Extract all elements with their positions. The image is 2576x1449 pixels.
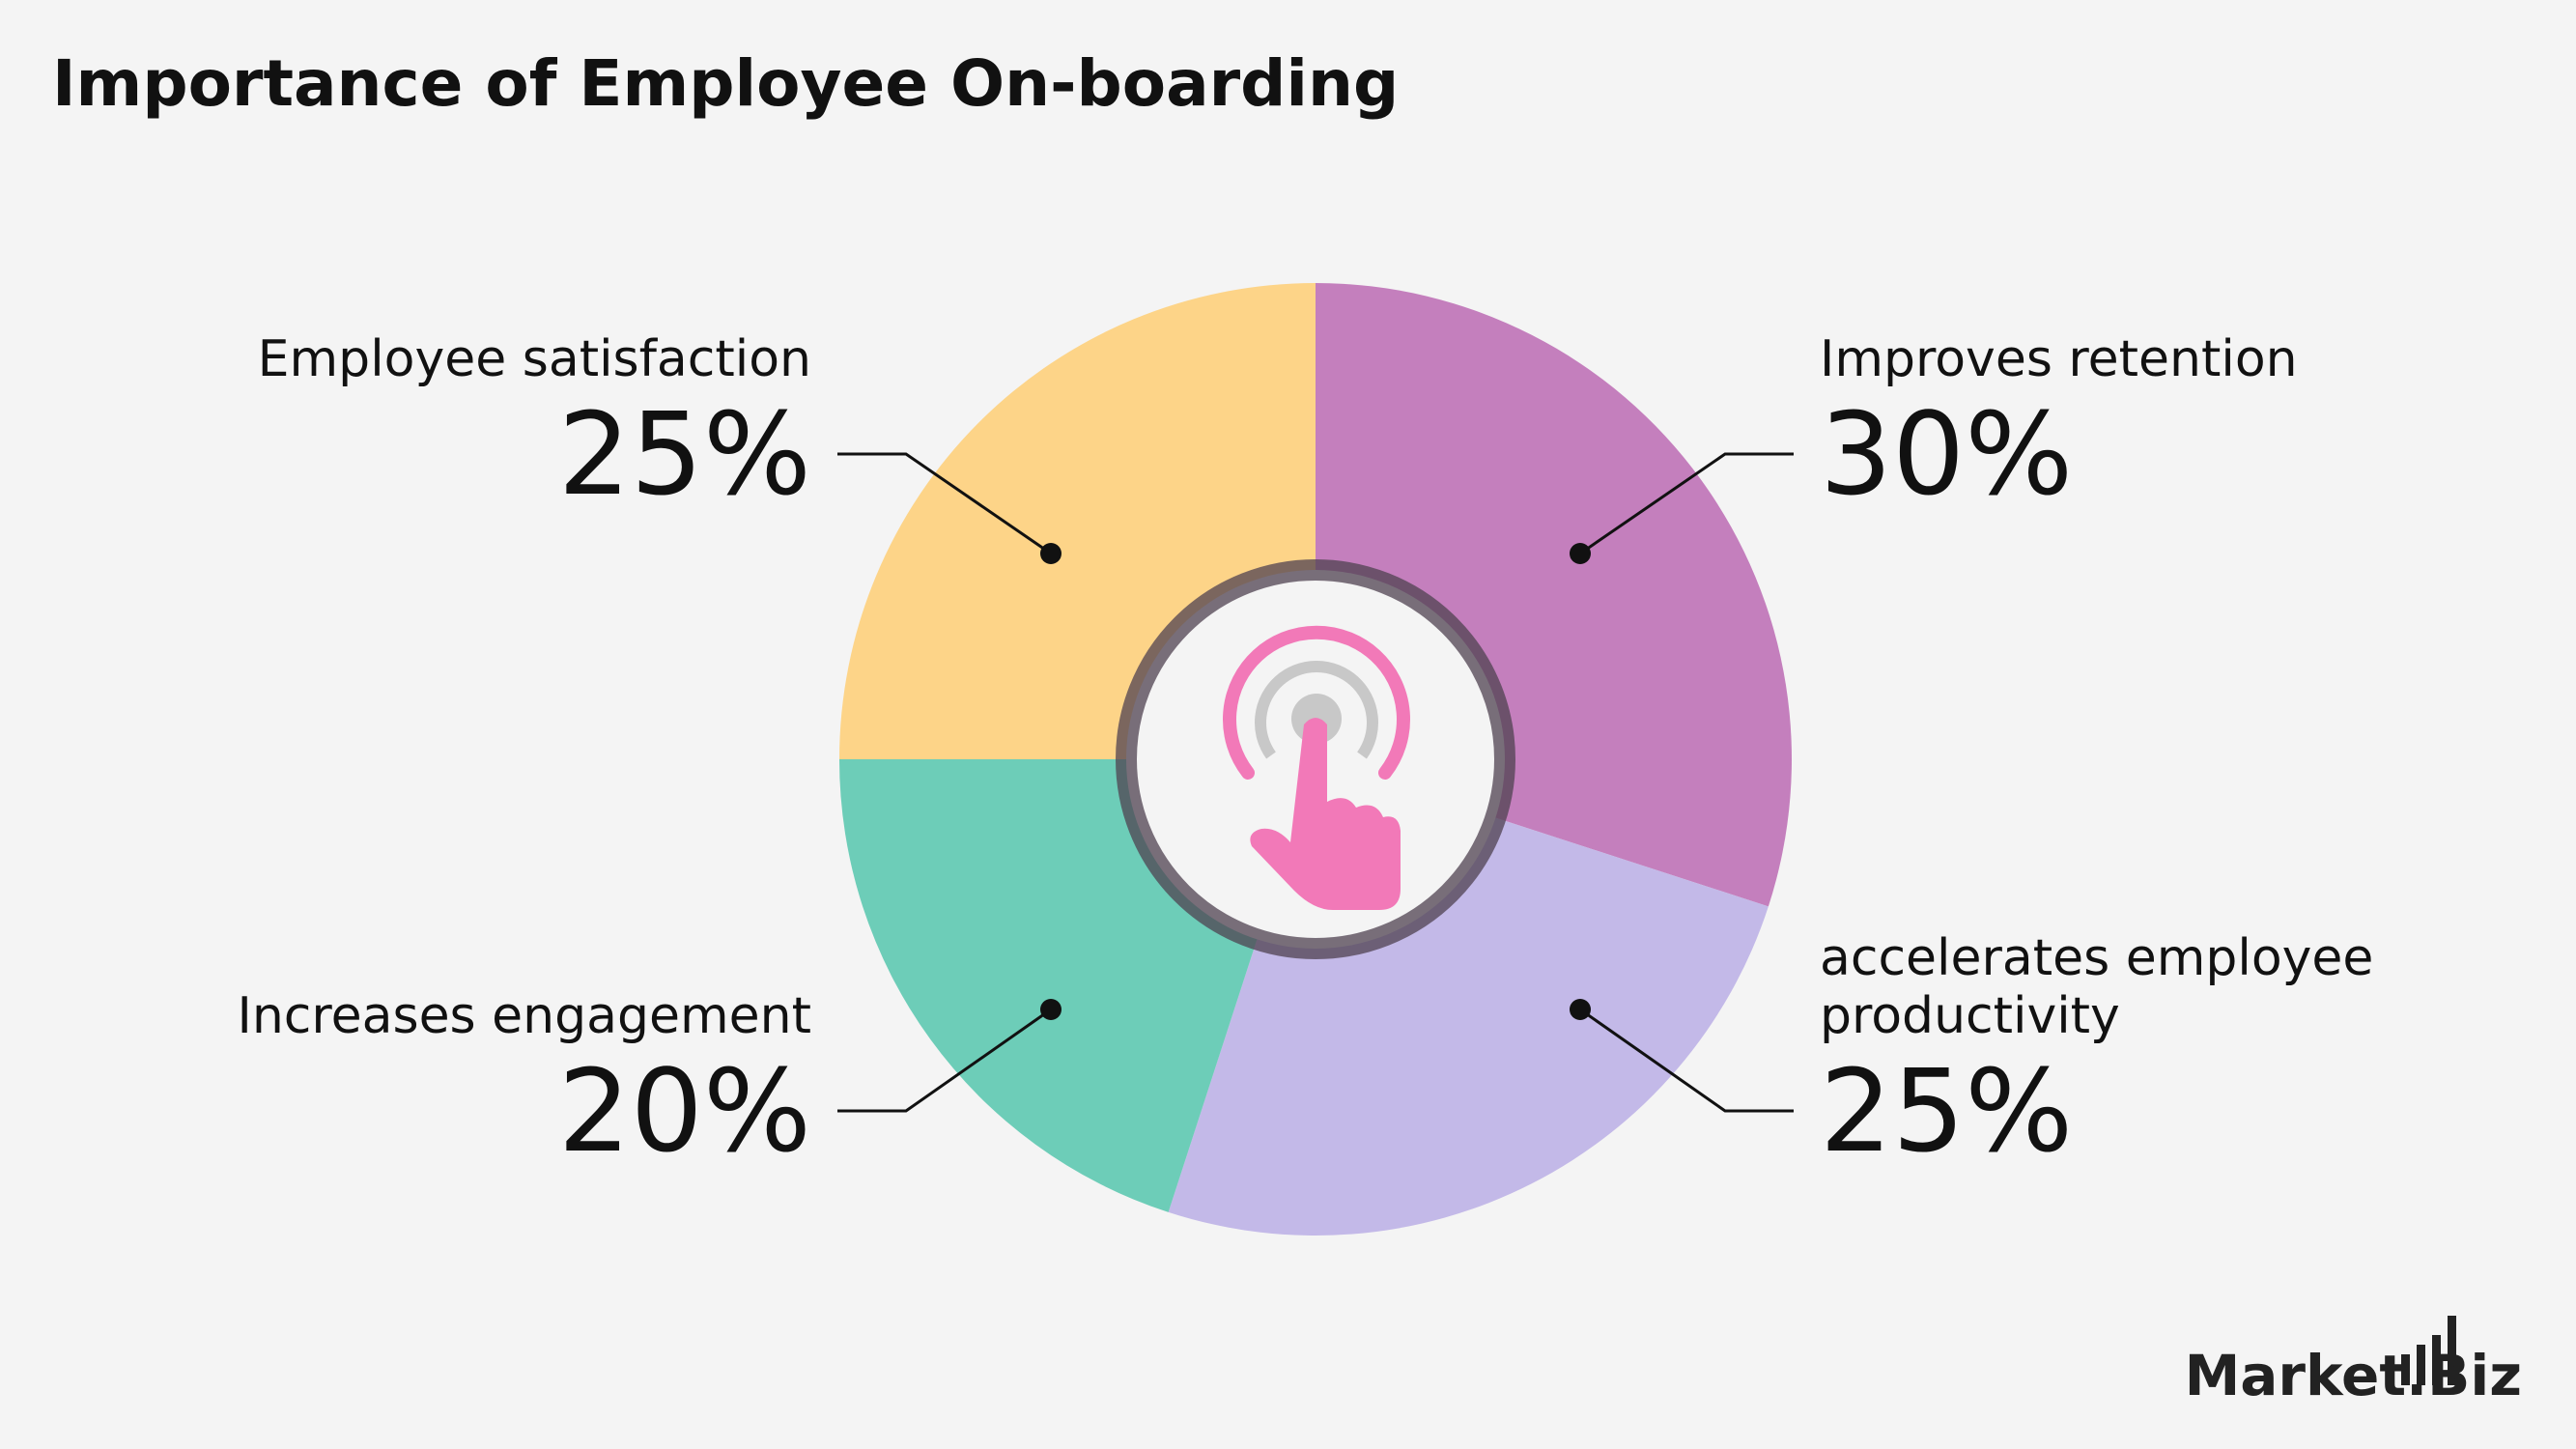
icon-hand bbox=[1250, 718, 1401, 910]
category-label: Improves retention bbox=[1820, 330, 2298, 388]
category-label: Increases engagement bbox=[237, 987, 812, 1045]
brand: Market.Biz bbox=[2184, 1343, 2522, 1408]
leader-dot bbox=[1570, 543, 1591, 564]
leader-line bbox=[837, 1008, 1052, 1113]
slice-label: Employee satisfaction 25% bbox=[258, 330, 811, 516]
value-label: 30% bbox=[1820, 387, 2074, 521]
icon-arc bbox=[1255, 661, 1378, 759]
leader-line bbox=[1579, 452, 1794, 555]
slice-label: Improves retention 30% bbox=[1820, 330, 2298, 516]
slice-label: Increases engagement 20% bbox=[238, 987, 812, 1173]
leader-line bbox=[1579, 1008, 1794, 1113]
category-label: accelerates employee productivity bbox=[1820, 929, 2374, 1045]
slice-label: accelerates employee productivity 25% bbox=[1820, 929, 2477, 1173]
icon-arc bbox=[1223, 625, 1410, 780]
leader-dot bbox=[1570, 999, 1591, 1020]
value-label: 20% bbox=[557, 1044, 811, 1178]
leader-dot bbox=[1040, 999, 1062, 1020]
leaders bbox=[837, 452, 1794, 1113]
value-label: 25% bbox=[557, 387, 811, 521]
center-icon bbox=[1116, 559, 1515, 959]
value-label: 25% bbox=[1820, 1044, 2074, 1178]
leader-line bbox=[837, 452, 1052, 555]
brand-bars bbox=[2386, 1316, 2456, 1385]
category-label: Employee satisfaction bbox=[257, 330, 811, 388]
chart-title: Importance of Employee On-boarding bbox=[52, 46, 1400, 121]
leader-dot bbox=[1040, 543, 1062, 564]
